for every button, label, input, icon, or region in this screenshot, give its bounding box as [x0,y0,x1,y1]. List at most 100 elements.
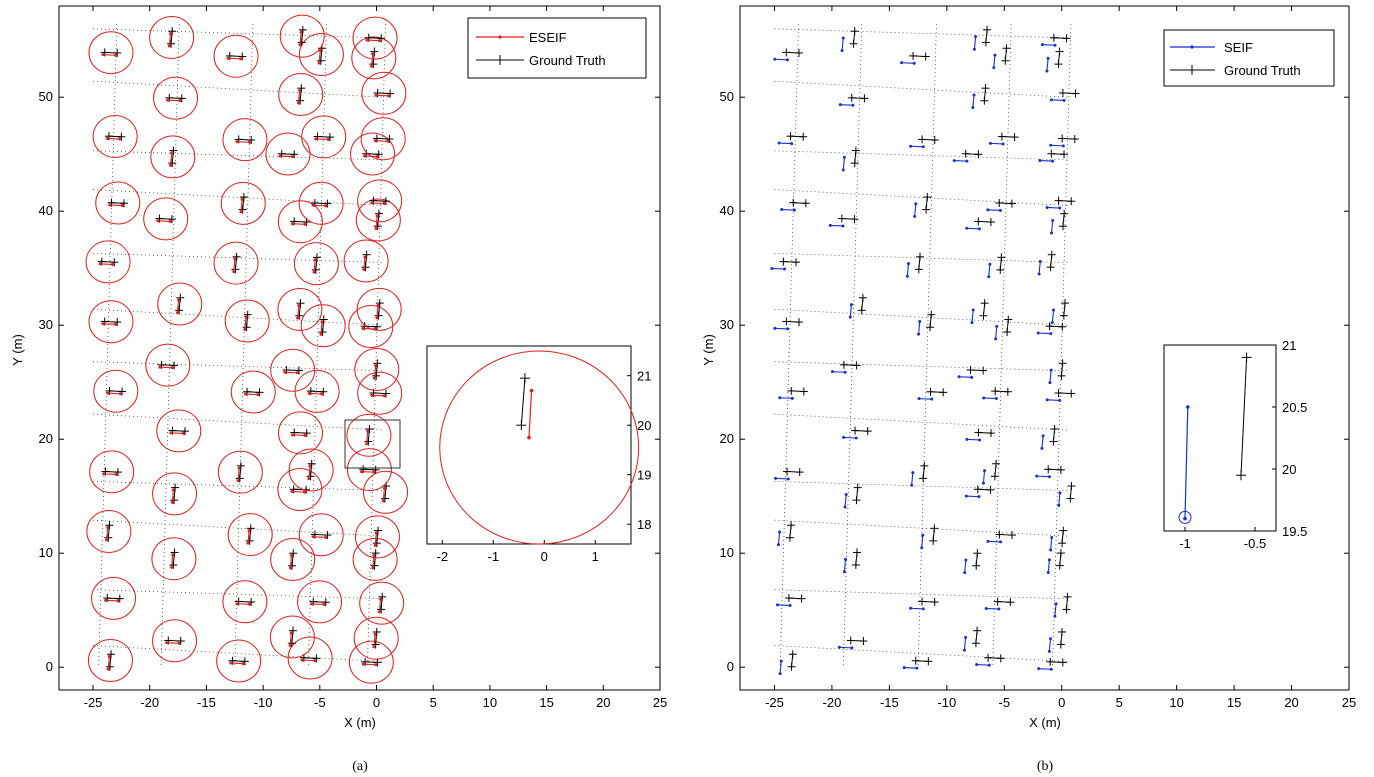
uncertainty-ellipse [156,409,202,453]
landmark [354,348,400,392]
estimate-segment [107,392,121,395]
landmark [1045,196,1076,210]
estimate-point [374,93,378,97]
landmark [352,537,398,581]
estimate-point [1036,331,1040,335]
estimate-segment [910,607,924,610]
estimate-point [1045,69,1049,73]
uncertainty-ellipse [354,515,400,559]
landmark [905,252,924,278]
landmark [91,576,137,620]
landmark [1050,209,1069,235]
estimate-point [307,391,311,395]
inset-y-tick-label: 21 [1282,338,1296,353]
inset-estimate-point [527,435,531,440]
estimate-point [314,137,318,141]
estimate-point [965,226,969,230]
estimate-segment [988,264,991,277]
x-tick-label: -10 [254,695,273,710]
landmark [838,93,869,107]
estimate-point [296,101,300,105]
uncertainty-ellipse [359,581,405,625]
uncertainty-ellipse [269,615,315,659]
x-tick-label: -25 [84,695,103,710]
landmark [917,310,936,336]
estimate-point [376,303,380,307]
estimate-point [1047,558,1051,562]
estimate-point [1062,98,1066,102]
landmark [1035,465,1065,479]
landmark [1046,549,1065,574]
landmark [910,461,929,487]
estimate-point [308,464,312,468]
estimate-point [975,663,979,667]
uncertainty-ellipse [355,198,401,242]
estimate-segment [995,326,998,339]
estimate-point [246,541,250,545]
estimate-point [777,141,781,145]
estimate-point [370,393,374,397]
estimate-point [1037,272,1041,276]
estimate-point [320,320,324,324]
estimate-point [1049,667,1053,671]
uncertainty-ellipse [222,580,268,624]
estimate-point [372,645,376,649]
y-tick-label: 20 [720,431,734,446]
inset-a: -2 -1 0 1 18 19 20 21 [426,345,651,564]
uncertainty-ellipse [150,135,196,179]
estimate-point [970,321,974,325]
uncertainty-ellipse [88,300,134,344]
landmark [222,118,268,162]
estimate-segment [297,305,300,319]
legend-entry-ground-truth-b: Ground Truth [1224,63,1301,78]
estimate-point [359,470,363,474]
estimate-point [370,201,374,205]
estimate-point [843,505,847,509]
estimate-segment [157,220,171,222]
estimate-point [842,435,846,439]
estimate-segment [964,560,967,573]
landmark [270,348,316,392]
estimate-point [235,602,239,606]
estimate-point [982,396,986,400]
estimate-segment [371,394,385,397]
trajectory-row [774,28,1068,39]
estimate-segment [244,316,247,330]
estimate-segment [105,599,119,602]
estimate-point [988,141,992,145]
estimate-segment [840,104,853,106]
uncertainty-ellipse [350,132,396,176]
uncertainty-ellipse [357,179,403,223]
estimate-segment [103,323,116,325]
landmark [88,300,134,344]
y-tick-label: 30 [39,317,53,332]
landmark [972,25,992,51]
inset-y-tick-label: 20 [1282,462,1296,477]
estimate-segment [1050,220,1054,234]
estimate-segment [849,304,852,318]
trajectory-row [92,308,383,326]
landmark [776,521,796,547]
landmark [363,470,409,514]
landmark [157,282,203,326]
inset-x-tick-label: 1 [592,549,599,564]
estimate-point [386,139,390,143]
estimate-point [851,103,855,107]
trajectory-row [774,308,1068,326]
estimate-point [854,436,858,440]
x-tick-label: -20 [823,695,842,710]
landmark [842,426,872,440]
estimate-point [788,603,792,607]
estimate-point [902,666,906,670]
estimate-point [786,327,790,331]
estimate-point [241,662,245,666]
trajectory-row [93,361,383,372]
landmark [301,115,347,159]
estimate-point [850,646,854,650]
estimate-point [181,431,185,435]
estimate-point [98,262,102,266]
landmark [351,36,397,80]
trajectory-row [93,28,383,39]
estimate-point [295,371,299,375]
estimate-point [848,315,852,319]
